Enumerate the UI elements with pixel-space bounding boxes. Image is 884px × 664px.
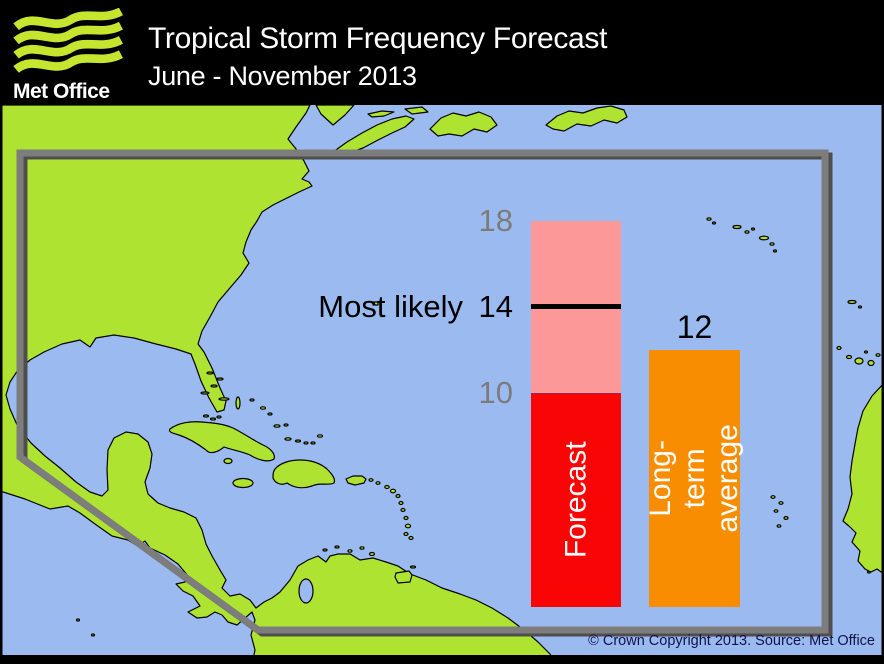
met-office-wordmark: Met Office: [13, 80, 110, 103]
newfoundland: [429, 111, 498, 137]
jamaica: [232, 477, 254, 489]
lake-maracaibo: [298, 578, 314, 604]
forecast-region-outline: [16, 149, 833, 637]
long-term-average-bar: Long-term average: [644, 349, 744, 607]
tick-label-low: 10: [478, 374, 513, 410]
canary-islands: [836, 345, 881, 367]
tick-label-high: 18: [478, 202, 513, 238]
florida-keys: [202, 414, 222, 421]
trinidad: [394, 570, 413, 584]
page-title: Tropical Storm Frequency Forecast: [148, 22, 608, 55]
madeira-islands: [847, 299, 863, 309]
americas-landmass: [0, 105, 557, 664]
hispaniola: [272, 459, 336, 489]
prince-edward-island: [367, 110, 395, 118]
met-office-logo: Met Office: [10, 6, 128, 104]
azores-islands: [706, 217, 778, 253]
cuba: [168, 421, 275, 462]
venezuela-islands: [322, 545, 376, 557]
africa-coast: [842, 382, 884, 575]
atlantic-map: Forecast Long-term average 18 14 10 Most…: [0, 105, 884, 664]
isla-juventud: [223, 457, 233, 465]
most-likely-annotation: Most likely: [318, 288, 463, 324]
greenland-tip: [545, 105, 628, 132]
right-frame-edge: [881, 105, 884, 664]
average-bar-label: Long-term average: [644, 424, 745, 533]
bermuda: [372, 301, 379, 306]
new-brunswick: [315, 105, 355, 126]
newfoundland-islet: [404, 106, 429, 115]
bahamas-islands: [200, 371, 324, 445]
cape-verde-islands: [770, 495, 789, 528]
pacific-islets: [75, 618, 96, 637]
met-office-waves-icon: [13, 8, 123, 74]
forecast-bar-label: Forecast: [559, 441, 593, 559]
header-bar: Met Office Tropical Storm Frequency Fore…: [0, 0, 884, 105]
page-subtitle: June - November 2013: [148, 61, 417, 91]
average-value-label: 12: [676, 308, 713, 345]
left-frame-edge: [0, 105, 3, 664]
bottom-frame-bar: [0, 655, 884, 664]
lesser-antilles: [368, 478, 417, 569]
forecast-bar: Forecast: [531, 392, 621, 607]
tick-label-most-likely: 14: [478, 288, 513, 324]
copyright-notice: © Crown Copyright 2013. Source: Met Offi…: [588, 633, 875, 649]
most-likely-marker-line: [531, 304, 621, 310]
puerto-rico: [345, 475, 367, 486]
